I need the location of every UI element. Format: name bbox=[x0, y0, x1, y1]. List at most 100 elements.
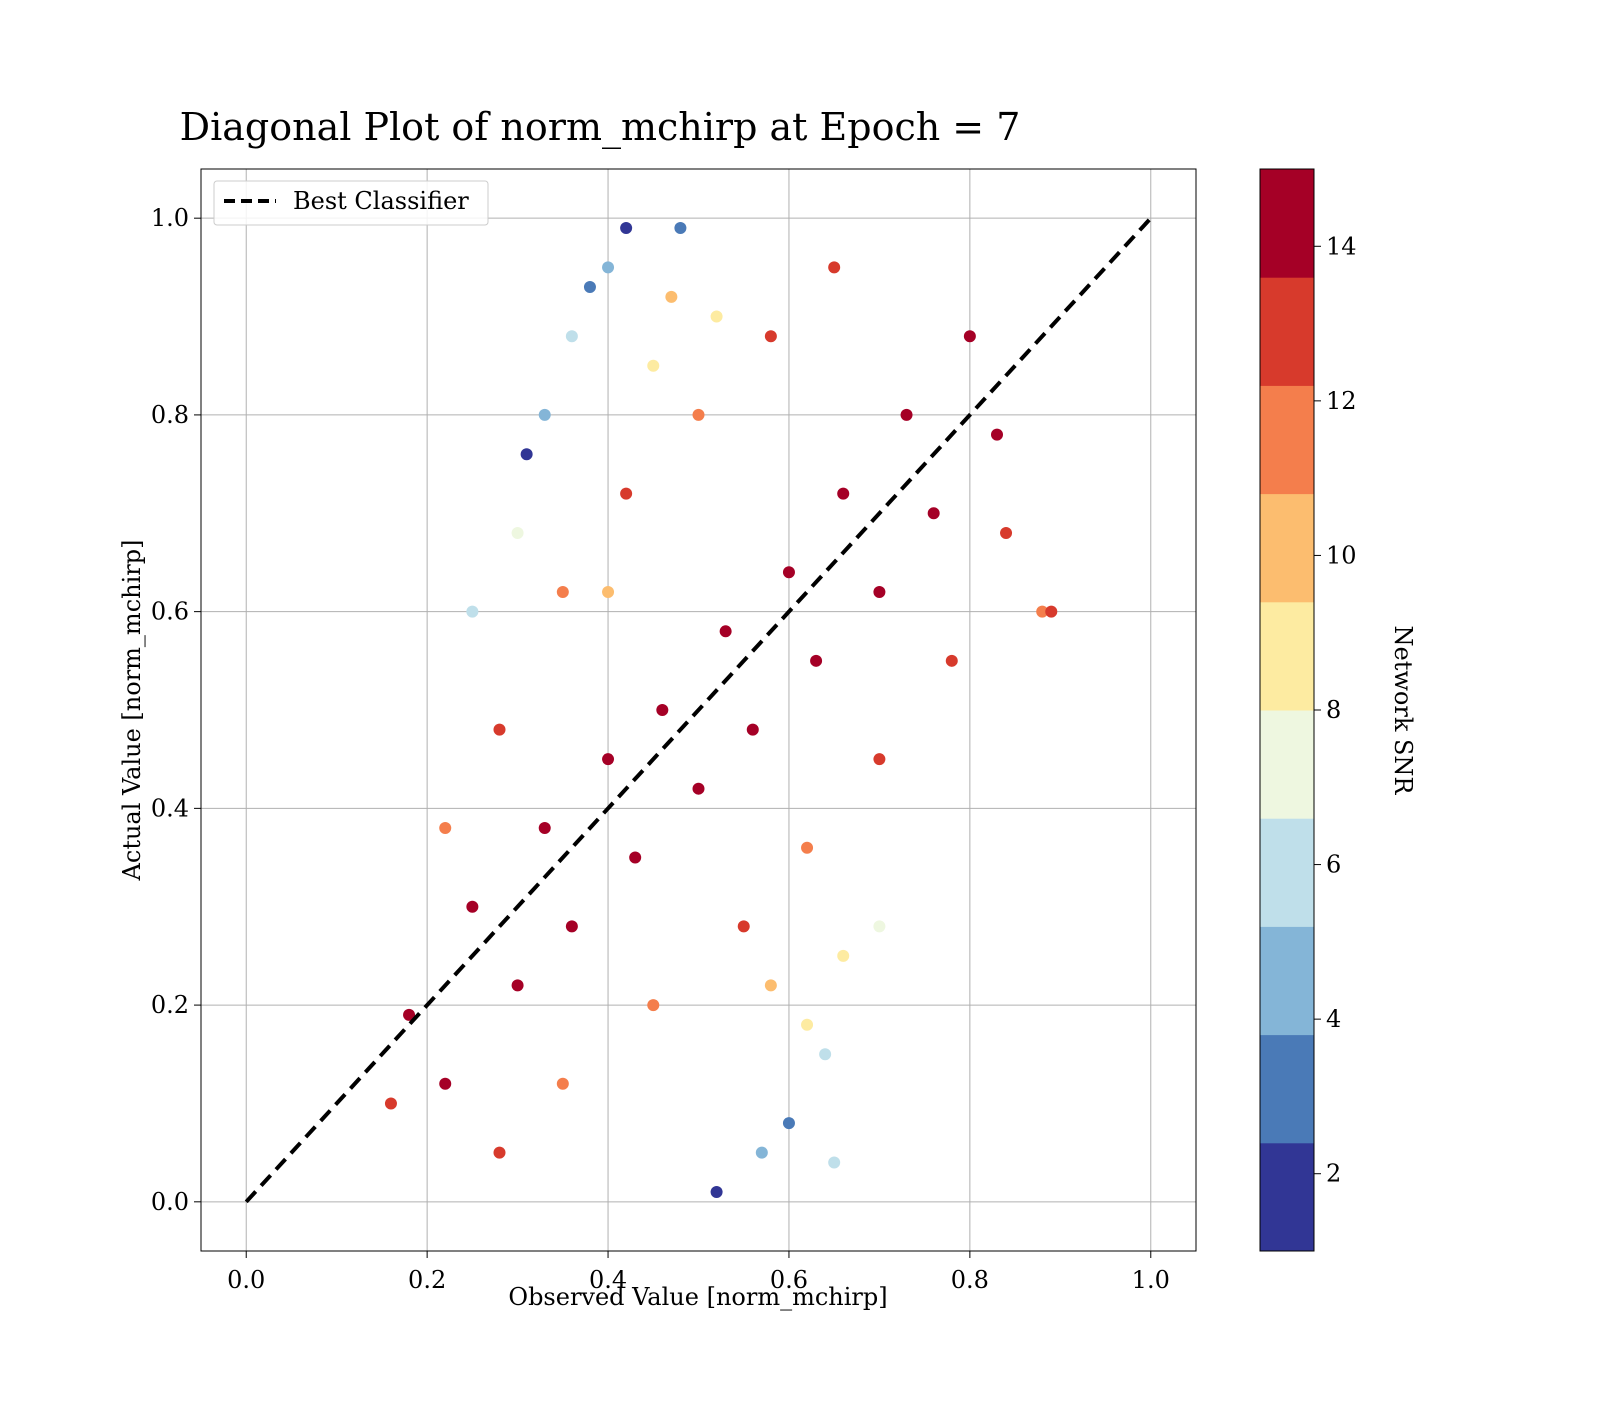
x-axis-ticks: 0.0 0.2 0.4 0.6 0.8 1.0 bbox=[227, 1251, 1170, 1294]
scatter-point bbox=[493, 1146, 506, 1159]
y-axis-label: Actual Value [norm_mchirp] bbox=[118, 540, 146, 882]
scatter-point bbox=[602, 585, 615, 598]
scatter-point bbox=[466, 605, 479, 618]
scatter-point bbox=[710, 1185, 723, 1198]
scatter-point bbox=[782, 566, 795, 579]
scatter-point bbox=[828, 1156, 841, 1169]
scatter-point bbox=[692, 782, 705, 795]
legend: Best Classifier bbox=[213, 180, 489, 226]
colorbar-tick-label: 6 bbox=[1326, 851, 1341, 879]
colorbar-segment bbox=[1260, 601, 1314, 711]
scatter-points bbox=[384, 222, 1058, 1198]
scatter-point bbox=[873, 753, 886, 766]
colorbar-segment bbox=[1260, 385, 1314, 495]
scatter-point bbox=[873, 585, 886, 598]
scatter-point bbox=[819, 1048, 832, 1061]
scatter-point bbox=[511, 979, 524, 992]
scatter-point bbox=[466, 900, 479, 913]
scatter-point bbox=[620, 487, 633, 500]
scatter-point bbox=[737, 920, 750, 933]
scatter-point bbox=[900, 408, 913, 421]
scatter-point bbox=[782, 1117, 795, 1130]
colorbar-label: Network SNR bbox=[1389, 626, 1417, 796]
scatter-point bbox=[538, 822, 551, 835]
x-tick-label: 0.6 bbox=[770, 1266, 808, 1294]
colorbar-tick-label: 2 bbox=[1326, 1160, 1341, 1188]
x-axis-label: Observed Value [norm_mchirp] bbox=[508, 1283, 887, 1311]
colorbar-segment bbox=[1260, 710, 1314, 819]
scatter-point bbox=[746, 723, 759, 736]
scatter-point bbox=[511, 526, 524, 539]
scatter-point bbox=[520, 448, 533, 461]
colorbar-segment bbox=[1260, 1034, 1314, 1144]
scatter-point bbox=[556, 585, 569, 598]
colorbar-tick-label: 8 bbox=[1326, 696, 1341, 724]
scatter-point bbox=[963, 330, 976, 343]
scatter-point bbox=[620, 222, 633, 235]
scatter-point bbox=[556, 1077, 569, 1090]
scatter-point bbox=[538, 408, 551, 421]
colorbar-segment bbox=[1260, 926, 1314, 1036]
y-tick-label: 1.0 bbox=[151, 204, 189, 232]
scatter-point bbox=[403, 1008, 416, 1021]
colorbar bbox=[1260, 169, 1314, 1252]
scatter-point bbox=[1036, 605, 1049, 618]
colorbar-segment bbox=[1260, 277, 1314, 386]
scatter-point bbox=[583, 281, 596, 294]
colorbar-tick-label: 4 bbox=[1326, 1005, 1341, 1033]
scatter-point bbox=[384, 1097, 397, 1110]
scatter-point bbox=[991, 428, 1003, 441]
scatter-point bbox=[719, 625, 732, 638]
scatter-point bbox=[801, 1018, 814, 1031]
scatter-point bbox=[1045, 605, 1058, 618]
scatter-point bbox=[439, 822, 452, 835]
scatter-point bbox=[710, 310, 723, 323]
scatter-point bbox=[1000, 526, 1013, 539]
scatter-point bbox=[764, 979, 777, 992]
scatter-point bbox=[755, 1146, 768, 1159]
scatter-point bbox=[439, 1077, 452, 1090]
colorbar-segment bbox=[1260, 169, 1314, 278]
y-tick-label: 0.2 bbox=[151, 991, 189, 1019]
scatter-point bbox=[565, 330, 578, 343]
x-tick-label: 1.0 bbox=[1132, 1266, 1170, 1294]
y-tick-label: 0.6 bbox=[151, 598, 189, 626]
scatter-point bbox=[602, 261, 615, 274]
y-tick-label: 0.4 bbox=[151, 794, 189, 822]
scatter-point bbox=[764, 330, 777, 343]
scatter-point bbox=[656, 704, 669, 716]
scatter-point bbox=[647, 999, 660, 1012]
scatter-point bbox=[493, 723, 506, 736]
y-tick-label: 0.8 bbox=[151, 401, 189, 429]
scatter-point bbox=[565, 920, 578, 933]
colorbar-tick-label: 10 bbox=[1326, 541, 1357, 569]
colorbar-tick-label: 14 bbox=[1326, 232, 1357, 260]
x-tick-label: 0.8 bbox=[951, 1266, 989, 1294]
best-classifier-line bbox=[244, 216, 1153, 1204]
chart-title: Diagonal Plot of norm_mchirp at Epoch = … bbox=[180, 105, 1021, 150]
scatter-point bbox=[674, 222, 687, 235]
scatter-point bbox=[837, 949, 850, 962]
legend-label: Best Classifier bbox=[293, 187, 469, 215]
x-tick-label: 0.0 bbox=[227, 1266, 265, 1294]
scatter-point bbox=[828, 261, 841, 274]
scatter-point bbox=[801, 841, 814, 854]
reference-line-layer bbox=[244, 216, 1153, 1204]
plot-frame bbox=[200, 168, 1197, 1252]
scatter-point bbox=[837, 487, 850, 500]
legend-box bbox=[213, 180, 489, 226]
colorbar-segment bbox=[1260, 1142, 1314, 1252]
x-tick-label: 0.4 bbox=[589, 1266, 627, 1294]
scatter-point bbox=[665, 290, 678, 303]
scatter-point bbox=[647, 359, 660, 372]
colorbar-segment bbox=[1260, 818, 1314, 927]
colorbar-segment bbox=[1260, 493, 1314, 603]
colorbar-ticks: 2 4 6 8 10 12 14 bbox=[1314, 232, 1357, 1188]
scatter-point bbox=[810, 654, 823, 667]
scatter-point bbox=[873, 920, 886, 933]
x-tick-label: 0.2 bbox=[408, 1266, 446, 1294]
colorbar-tick-label: 12 bbox=[1326, 387, 1357, 415]
y-axis-ticks: 0.0 0.2 0.4 0.6 0.8 1.0 bbox=[151, 204, 201, 1216]
